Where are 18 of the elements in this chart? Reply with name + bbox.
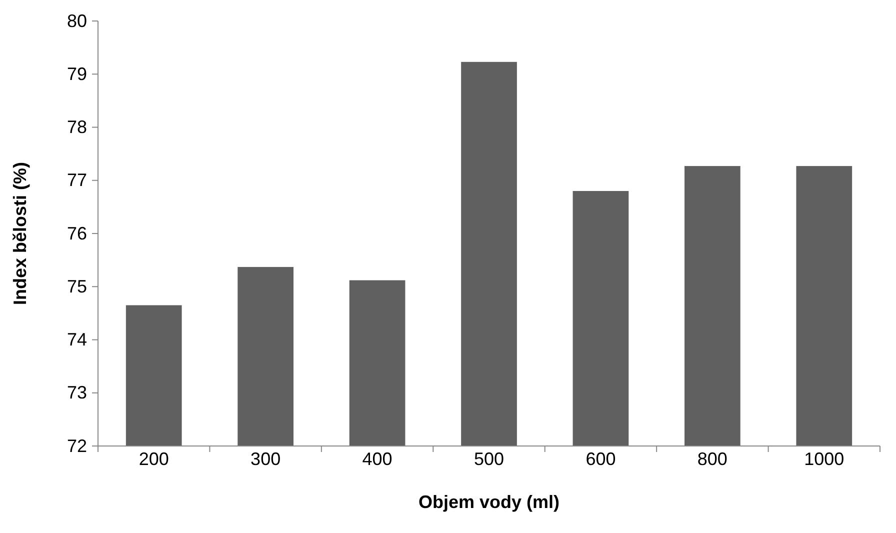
x-tick-label: 400 bbox=[362, 449, 392, 469]
y-tick-label: 74 bbox=[66, 330, 87, 350]
x-tick-label: 500 bbox=[474, 449, 504, 469]
y-tick-label: 80 bbox=[66, 10, 87, 31]
y-axis-title: Index bělosti (%) bbox=[10, 162, 30, 306]
y-tick-label: 75 bbox=[66, 276, 87, 296]
x-axis-title: Objem vody (ml) bbox=[418, 492, 560, 512]
y-tick-label: 77 bbox=[66, 170, 87, 190]
x-tick-label: 300 bbox=[250, 449, 281, 469]
x-tick-label: 200 bbox=[138, 449, 169, 469]
x-tick-label: 800 bbox=[697, 449, 728, 469]
y-tick-label: 72 bbox=[66, 436, 87, 456]
y-tick-label: 73 bbox=[66, 382, 87, 403]
y-tick-label: 76 bbox=[66, 223, 87, 244]
x-tick-label: 1000 bbox=[804, 449, 844, 469]
x-tick-label: 600 bbox=[586, 449, 616, 469]
y-tick-label: 78 bbox=[66, 117, 87, 138]
y-tick-label: 79 bbox=[66, 64, 87, 84]
